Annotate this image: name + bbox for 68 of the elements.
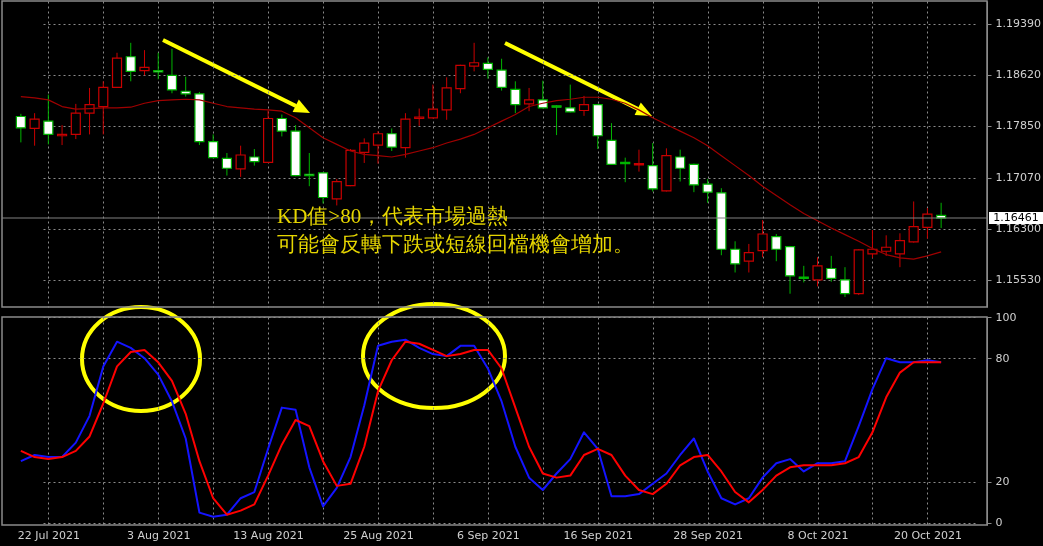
candlestick [606, 122, 617, 166]
x-tick-label: 6 Sep 2021 [457, 528, 520, 542]
x-tick-label: 22 Jul 2021 [17, 528, 80, 542]
candlestick [894, 232, 906, 268]
y-tick-label: 0 [995, 516, 1003, 530]
x-tick-label: 3 Aug 2021 [126, 528, 191, 542]
y-tick-label: 1.17850 [995, 119, 1041, 133]
candlestick [633, 149, 645, 173]
candlestick [427, 84, 439, 119]
candlestick [523, 87, 535, 112]
candlestick [578, 95, 590, 117]
candlestick [70, 103, 81, 140]
candlestick [771, 233, 782, 262]
candlestick [469, 42, 480, 72]
candlestick [139, 49, 150, 76]
candlestick [455, 64, 466, 94]
ref-line-label: 1.16461 [993, 210, 1039, 224]
candlestick [826, 255, 837, 283]
candlestick [180, 76, 191, 98]
y-tick-label: 1.19390 [995, 17, 1041, 31]
candlestick [565, 84, 576, 114]
x-tick-label: 28 Sep 2021 [673, 528, 743, 542]
annotation: 可能會反轉下跌或短線回檔機會增加。 [277, 232, 634, 256]
x-tick-label: 20 Oct 2021 [893, 528, 962, 542]
candlestick [125, 42, 136, 82]
candlestick [702, 178, 713, 204]
annotation: KD值>80，代表市場過熱 [277, 204, 509, 228]
candlestick [235, 145, 246, 178]
candlestick [98, 80, 109, 135]
candlestick [166, 48, 178, 94]
x-tick-label: 8 Oct 2021 [787, 528, 849, 542]
candlestick [482, 56, 493, 80]
candlestick [221, 152, 232, 177]
candlestick [331, 178, 342, 206]
candlestick [675, 149, 686, 183]
y-tick-label: 1.16300 [995, 222, 1041, 236]
candlestick [839, 266, 851, 298]
y-tick-label: 20 [995, 475, 1010, 489]
candlestick [29, 112, 40, 147]
candlestick [812, 256, 823, 287]
candlestick [372, 130, 384, 165]
candlestick [43, 94, 54, 145]
candlestick [153, 52, 164, 80]
y-tick-label: 100 [995, 310, 1017, 324]
candlestick [276, 114, 287, 137]
candlestick [386, 127, 397, 152]
y-tick-label: 1.15530 [995, 273, 1041, 287]
candlestick [908, 200, 919, 244]
x-tick-label: 16 Sep 2021 [563, 528, 634, 542]
y-tick-label: 1.17070 [995, 171, 1041, 185]
candlestick [510, 80, 521, 114]
candlestick [730, 240, 741, 273]
candlestick [867, 229, 878, 259]
x-tick-label: 25 Aug 2021 [343, 528, 414, 542]
y-tick-label: 80 [995, 351, 1010, 365]
candlestick [496, 58, 507, 92]
candlestick [441, 76, 452, 121]
candlestick [757, 219, 768, 258]
candlestick [359, 137, 370, 164]
x-tick-label: 13 Aug 2021 [233, 528, 304, 542]
candlestick [688, 163, 699, 193]
candlestick [881, 234, 892, 257]
candlestick [647, 142, 658, 192]
candlestick [15, 113, 26, 143]
candlestick [743, 243, 754, 273]
y-tick-label: 1.18620 [995, 68, 1041, 82]
candlestick [84, 87, 95, 135]
candlestick [551, 104, 562, 136]
